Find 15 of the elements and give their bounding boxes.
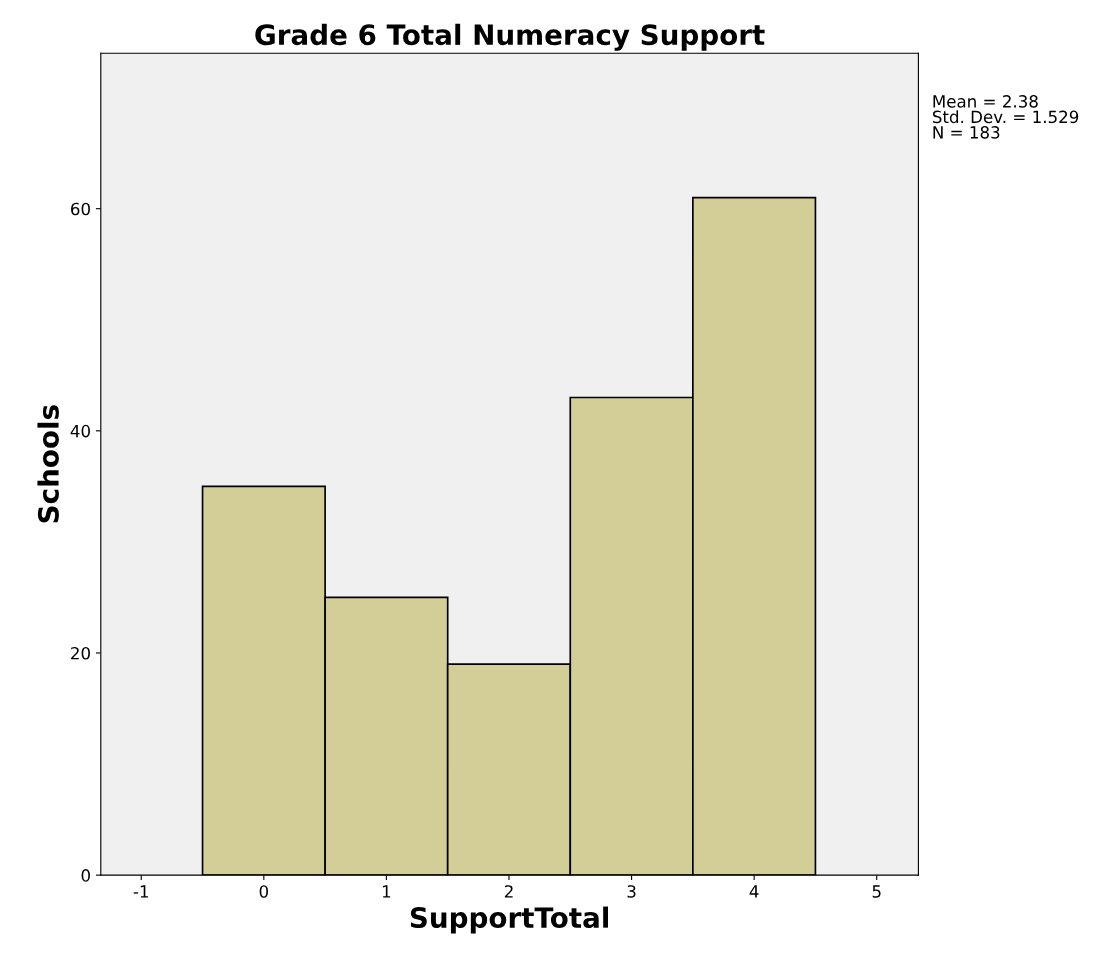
x-tick-label: -1 (133, 885, 149, 898)
x-tick-label: 3 (627, 885, 636, 898)
y-axis-title: Schools (37, 405, 59, 523)
x-tick-label: 2 (504, 885, 513, 898)
x-tick-label: 1 (382, 885, 391, 898)
x-tick-label: 4 (749, 885, 759, 898)
y-tick-label: 60 (71, 202, 90, 216)
y-tick-label: 0 (81, 869, 90, 882)
x-axis-title: SupportTotal (410, 906, 609, 934)
text: Mean = 2.38 Std. Dev. = 1.529 N = 183 (932, 95, 1079, 139)
y-tick-label: 20 (71, 646, 90, 660)
chart-title: Grade 6 Total Numeracy Support (255, 23, 765, 51)
x-tick-label: 5 (872, 885, 881, 898)
x-tick-label: 0 (259, 885, 269, 898)
y-tick-label: 40 (70, 424, 90, 438)
